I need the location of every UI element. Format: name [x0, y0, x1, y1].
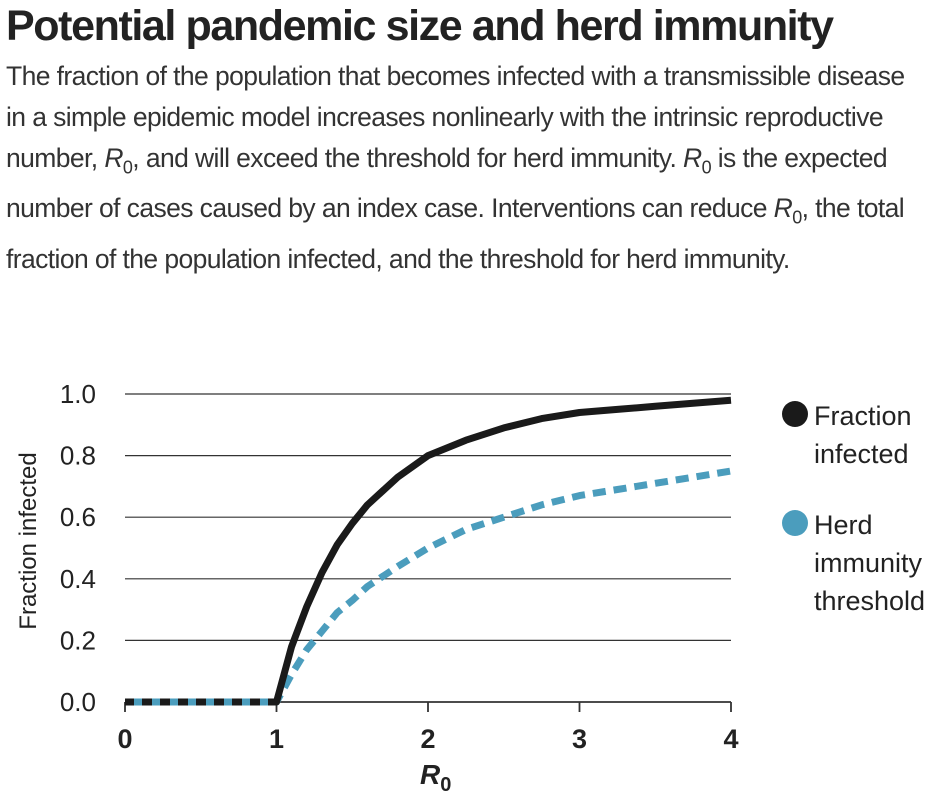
- x-tick-label: 1: [269, 724, 284, 754]
- description-part-2: , and will exceed the threshold for herd…: [132, 143, 684, 173]
- chart-title: Potential pandemic size and herd immunit…: [6, 2, 834, 50]
- description-part-3: is the expected number of cases caused b…: [6, 143, 888, 224]
- r0-symbol: R: [773, 193, 793, 224]
- herd-immunity-threshold-line: [125, 467, 732, 706]
- legend-label: Fraction: [814, 401, 912, 431]
- y-tick-label: 1.0: [60, 379, 96, 409]
- y-tick-label: 0.6: [60, 502, 96, 532]
- legend-label: Herd: [814, 510, 873, 540]
- r0-subscript: 0: [701, 157, 712, 178]
- y-tick-label: 0.2: [60, 625, 96, 655]
- chart-description: The fraction of the population that beco…: [6, 56, 928, 280]
- legend-marker-herd-immunity: [782, 510, 808, 536]
- x-tick-label: 0: [117, 724, 132, 754]
- grid-lines: [124, 393, 732, 712]
- r0-symbol: R: [683, 143, 702, 173]
- description-part-1: The fraction of the population that beco…: [6, 61, 905, 173]
- x-tick-label: 4: [723, 724, 738, 754]
- x-axis-label: R0: [420, 759, 451, 796]
- y-axis-label: Fraction infected: [15, 452, 42, 629]
- y-tick-labels: 0.0 0.2 0.4 0.6 0.8 1.0: [60, 379, 96, 717]
- r0-subscript: 0: [122, 157, 133, 178]
- x-tick-labels: 0 1 2 3 4: [117, 724, 738, 754]
- y-tick-label: 0.8: [60, 441, 96, 471]
- legend-label: infected: [814, 439, 909, 469]
- y-tick-label: 0.0: [60, 687, 96, 717]
- legend-label: threshold: [814, 586, 925, 616]
- series-lines: [125, 396, 732, 706]
- x-tick-label: 2: [420, 724, 435, 754]
- description-part-4: , the total fraction of the population i…: [6, 193, 905, 274]
- fraction-infected-line: [125, 396, 732, 706]
- r0-subscript: 0: [792, 207, 802, 228]
- x-axis-label-subscript: 0: [440, 774, 451, 796]
- legend: Fraction infected Herd immunity threshold: [782, 401, 925, 616]
- x-axis-label-base: R: [420, 759, 441, 790]
- x-tick-label: 3: [572, 724, 587, 754]
- y-tick-label: 0.4: [60, 564, 96, 594]
- r0-symbol: R: [104, 143, 123, 173]
- legend-label: immunity: [814, 548, 923, 578]
- legend-marker-fraction-infected: [782, 401, 808, 427]
